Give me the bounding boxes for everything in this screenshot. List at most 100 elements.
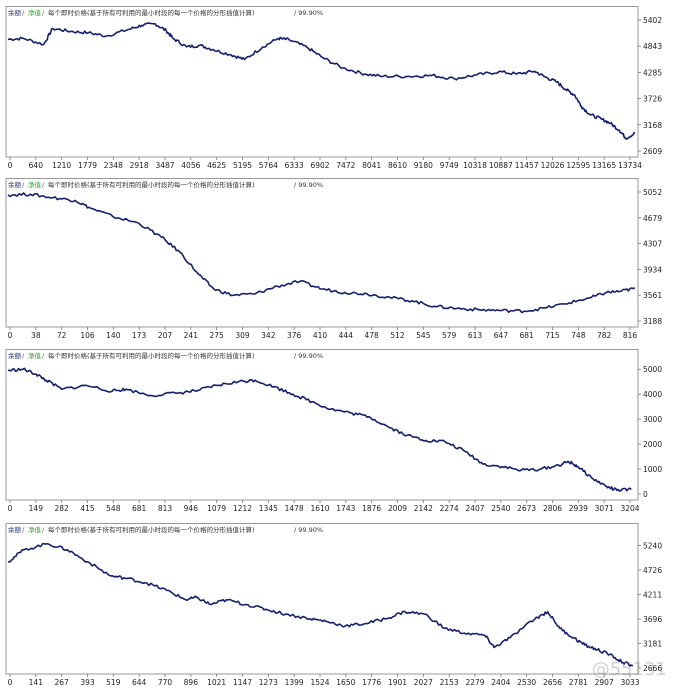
x-tick-label: 2939 (569, 504, 588, 513)
legend-quality: / 99.90% (294, 9, 323, 17)
y-tick-label: 2609 (643, 147, 662, 156)
x-tick-label: 1273 (259, 678, 278, 687)
x-tick-label: 3071 (595, 504, 614, 513)
x-tick-label: 7472 (336, 161, 355, 170)
y-tick-label: 3000 (643, 415, 662, 424)
balance-line (7, 367, 632, 492)
x-tick-label: 1779 (78, 161, 97, 170)
x-tick-label: 149 (29, 504, 44, 513)
legend-quality: / 99.90% (294, 352, 323, 360)
x-tick-label: 12595 (566, 161, 590, 170)
plot-frame (5, 178, 639, 328)
x-tick-label: 0 (8, 678, 13, 687)
x-tick-label: 548 (106, 504, 121, 513)
x-tick-label: 309 (235, 331, 250, 340)
x-tick-label: 770 (158, 678, 173, 687)
x-tick-label: 2540 (491, 504, 510, 513)
x-tick-label: 5195 (233, 161, 252, 170)
y-tick-label: 4285 (643, 68, 662, 77)
plot-frame (5, 6, 639, 158)
x-tick-label: 644 (132, 678, 147, 687)
legend-sep: / (22, 526, 25, 534)
y-tick-label: 3934 (643, 265, 662, 274)
x-tick-label: 342 (261, 331, 276, 340)
x-tick-label: 3487 (155, 161, 174, 170)
x-tick-label: 1776 (362, 678, 381, 687)
legend-sep: / (22, 9, 25, 17)
x-tick-label: 946 (184, 504, 199, 513)
x-tick-label: 141 (29, 678, 44, 687)
y-tick-label: 5000 (643, 365, 662, 374)
x-tick-label: 816 (623, 331, 638, 340)
x-tick-label: 282 (55, 504, 70, 513)
chart-panel-2: 余额 / 净值 / 每个即时价格(基于所有可利用的最小时段的每一个价格的分形插值计算) /… (2, 178, 671, 342)
y-tick-label: 3561 (643, 291, 662, 300)
balance-line (7, 542, 634, 667)
x-tick-label: 2274 (440, 504, 459, 513)
x-tick-label: 1743 (336, 504, 355, 513)
y-tick-label: 1000 (643, 465, 662, 474)
x-tick-label: 1210 (52, 161, 71, 170)
x-tick-label: 2530 (517, 678, 536, 687)
x-tick-label: 207 (158, 331, 173, 340)
x-tick-label: 2153 (440, 678, 459, 687)
x-tick-label: 410 (313, 331, 328, 340)
legend-balance: 余额 (8, 180, 22, 189)
y-tick-label: 3726 (643, 95, 662, 104)
watermark: @55131 (591, 659, 667, 680)
x-tick-label: 1610 (310, 504, 329, 513)
legend-balance: 余额 (8, 351, 22, 360)
x-tick-label: 0 (8, 504, 13, 513)
x-tick-label: 415 (80, 504, 95, 513)
legend-model: 每个即时价格(基于所有可利用的最小时段的每一个价格的分形插值计算) (48, 8, 255, 17)
x-tick-label: 2009 (388, 504, 407, 513)
x-tick-label: 512 (390, 331, 405, 340)
y-tick-label: 3188 (643, 317, 662, 326)
x-tick-label: 10318 (463, 161, 487, 170)
legend-model: 每个即时价格(基于所有可利用的最小时段的每一个价格的分形插值计算) (48, 525, 255, 534)
legend-model: 每个即时价格(基于所有可利用的最小时段的每一个价格的分形插值计算) (48, 180, 255, 189)
y-tick-label: 4211 (643, 591, 662, 600)
legend-sep: / (42, 181, 45, 189)
legend-sep: / (22, 181, 25, 189)
x-tick-label: 8041 (362, 161, 381, 170)
balance-line (7, 192, 636, 314)
x-tick-label: 613 (468, 331, 483, 340)
x-tick-label: 0 (8, 331, 13, 340)
x-tick-label: 140 (106, 331, 121, 340)
x-tick-label: 579 (442, 331, 457, 340)
chart-panel-1: 余额 / 净值 / 每个即时价格(基于所有可利用的最小时段的每一个价格的分形插值计算) /… (2, 6, 671, 172)
x-tick-label: 2407 (465, 504, 484, 513)
chart-svg: 余额 / 净值 / 每个即时价格(基于所有可利用的最小时段的每一个价格的分形插值计算) /… (5, 178, 662, 340)
x-tick-label: 2806 (543, 504, 562, 513)
x-tick-label: 640 (29, 161, 44, 170)
legend-sep: / (22, 352, 25, 360)
x-tick-label: 647 (494, 331, 509, 340)
chart-svg: 余额 / 净值 / 每个即时价格(基于所有可利用的最小时段的每一个价格的分形插值计算) /… (5, 523, 662, 687)
x-tick-label: 1399 (285, 678, 304, 687)
y-tick-label: 5240 (643, 542, 662, 551)
chart-svg: 余额 / 净值 / 每个即时价格(基于所有可利用的最小时段的每一个价格的分形插值计算) /… (5, 349, 662, 513)
legend-model: 每个即时价格(基于所有可利用的最小时段的每一个价格的分形插值计算) (48, 351, 255, 360)
x-tick-label: 2907 (595, 678, 614, 687)
x-tick-label: 8610 (388, 161, 407, 170)
y-tick-label: 3696 (643, 615, 662, 624)
x-tick-label: 0 (8, 161, 13, 170)
x-tick-label: 2142 (414, 504, 433, 513)
legend-sep: / (42, 526, 45, 534)
x-tick-label: 2027 (414, 678, 433, 687)
x-tick-label: 106 (80, 331, 95, 340)
x-tick-label: 748 (571, 331, 586, 340)
x-tick-label: 1650 (336, 678, 355, 687)
x-tick-label: 1478 (285, 504, 304, 513)
x-tick-label: 478 (365, 331, 380, 340)
legend-equity: 净值 (28, 525, 42, 534)
x-tick-label: 1079 (207, 504, 226, 513)
x-tick-label: 72 (57, 331, 67, 340)
x-tick-label: 896 (184, 678, 199, 687)
y-tick-label: 0 (643, 490, 648, 499)
x-tick-label: 519 (106, 678, 121, 687)
x-tick-label: 1147 (233, 678, 252, 687)
x-tick-label: 2348 (104, 161, 123, 170)
x-tick-label: 444 (339, 331, 354, 340)
